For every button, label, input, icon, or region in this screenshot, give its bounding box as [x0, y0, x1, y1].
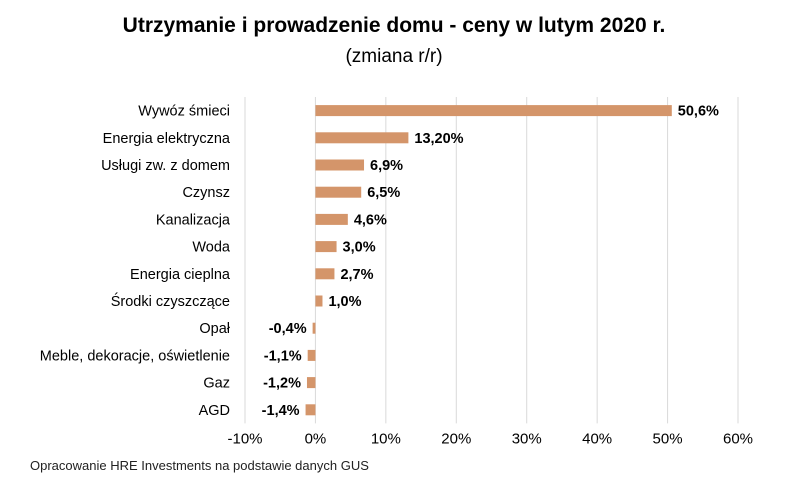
chart-subtitle: (zmiana r/r) [345, 46, 443, 67]
data-label: -1,2% [263, 376, 301, 392]
category-label: Energia cieplna [130, 267, 231, 283]
category-label: Usługi zw. z domem [101, 158, 230, 174]
category-label: Gaz [203, 376, 230, 392]
bar [315, 132, 409, 144]
bar [306, 377, 316, 389]
gridlines [244, 97, 739, 424]
x-tick-label: 10% [371, 430, 401, 447]
data-label: 3,0% [343, 240, 376, 256]
data-label: 2,7% [340, 267, 373, 283]
category-label: Opał [199, 321, 230, 337]
x-tick-label: 20% [441, 430, 471, 447]
x-tick-label: 30% [512, 430, 542, 447]
x-tick-label: 50% [653, 430, 683, 447]
data-label: 6,9% [370, 158, 403, 174]
bar [315, 213, 348, 225]
category-label: Meble, dekoracje, oświetlenie [40, 348, 230, 364]
category-label: Energia elektryczna [103, 131, 231, 147]
labels: -10% 0% 10% 20% 30% 40% 50% 60% Wywóz śmieci 50,6… [40, 104, 753, 448]
x-tick-label: 60% [723, 430, 753, 447]
data-label: 50,6% [678, 104, 719, 120]
x-tick-label: 0% [305, 430, 327, 447]
category-label: Środki czyszczące [111, 292, 230, 310]
chart-title: Utrzymanie i prowadzenie domu - ceny w l… [122, 14, 666, 37]
bar [312, 322, 316, 334]
bar [315, 268, 335, 280]
bar [315, 241, 337, 253]
data-label: 4,6% [354, 212, 387, 228]
data-label: -1,4% [262, 403, 300, 419]
data-label: -1,1% [264, 348, 302, 364]
category-label: AGD [199, 403, 230, 419]
data-label: 6,5% [367, 185, 400, 201]
category-label: Wywóz śmieci [138, 104, 230, 120]
x-tick-label: -10% [227, 430, 262, 447]
data-label: -0,4% [269, 321, 307, 337]
bar [315, 295, 323, 307]
bars [305, 105, 672, 416]
source-note: Opracowanie HRE Investments na podstawie… [30, 458, 369, 473]
bar [315, 186, 362, 198]
data-label: 13,20% [414, 131, 463, 147]
x-tick-label: 40% [582, 430, 612, 447]
data-label: 1,0% [328, 294, 361, 310]
bar [305, 404, 316, 416]
category-label: Woda [192, 240, 231, 256]
bar [307, 349, 316, 361]
bar [315, 105, 672, 117]
category-label: Kanalizacja [156, 212, 231, 228]
bar [315, 159, 365, 171]
category-label: Czynsz [182, 185, 230, 201]
